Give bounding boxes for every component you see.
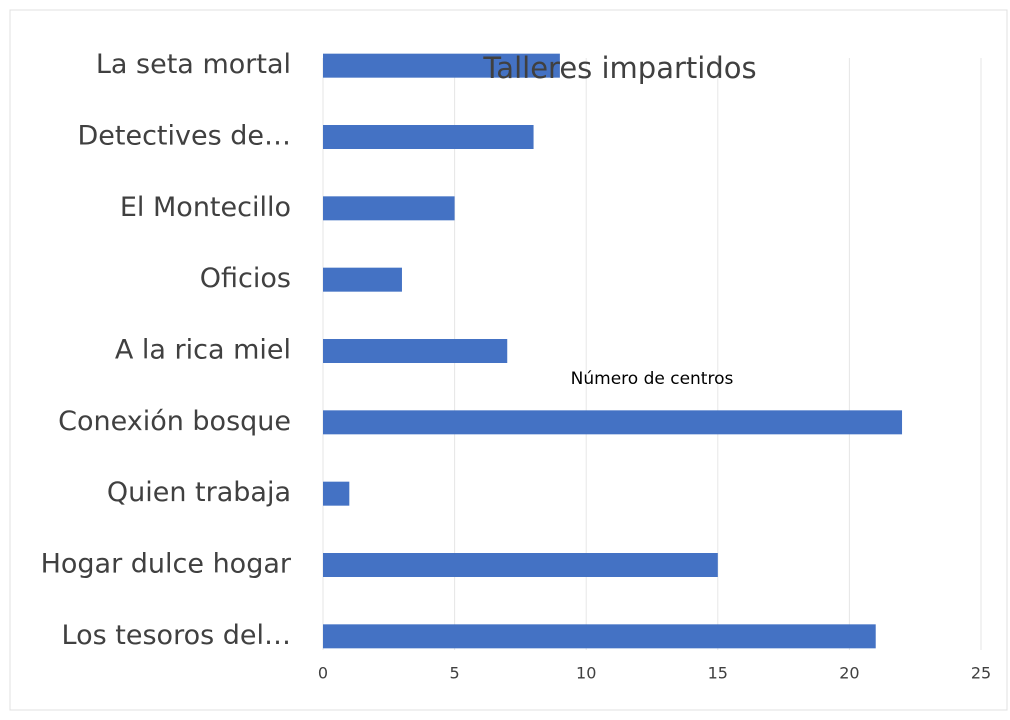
y-tick-label: Los tesoros del… xyxy=(62,620,291,651)
bar xyxy=(323,481,350,506)
y-tick-label: El Montecillo xyxy=(120,192,291,223)
bar xyxy=(323,339,508,363)
x-tick-label: 25 xyxy=(971,664,991,683)
bar xyxy=(323,196,455,221)
x-tick-label: 20 xyxy=(839,664,859,683)
bar xyxy=(323,267,402,292)
y-tick-label: Quien trabaja xyxy=(107,477,291,508)
y-tick-label: Hogar dulce hogar xyxy=(41,549,292,580)
y-tick-label: A la rica miel xyxy=(115,335,291,366)
y-tick-label: Detectives de… xyxy=(77,121,291,152)
x-axis-label: Número de centros xyxy=(571,369,734,389)
bar xyxy=(323,553,718,577)
x-tick-label: 10 xyxy=(576,664,596,683)
y-tick-label: Oficios xyxy=(200,263,291,294)
x-tick-label: 5 xyxy=(450,664,460,683)
bar xyxy=(323,53,560,78)
bar xyxy=(323,125,534,149)
x-tick-label: 15 xyxy=(708,664,728,683)
x-tick-label: 0 xyxy=(318,664,328,683)
y-tick-label: Conexión bosque xyxy=(58,406,291,437)
bar xyxy=(323,624,876,649)
y-tick-label: La seta mortal xyxy=(96,49,291,80)
chart-title: Talleres impartidos xyxy=(482,51,756,85)
bar xyxy=(323,410,903,435)
